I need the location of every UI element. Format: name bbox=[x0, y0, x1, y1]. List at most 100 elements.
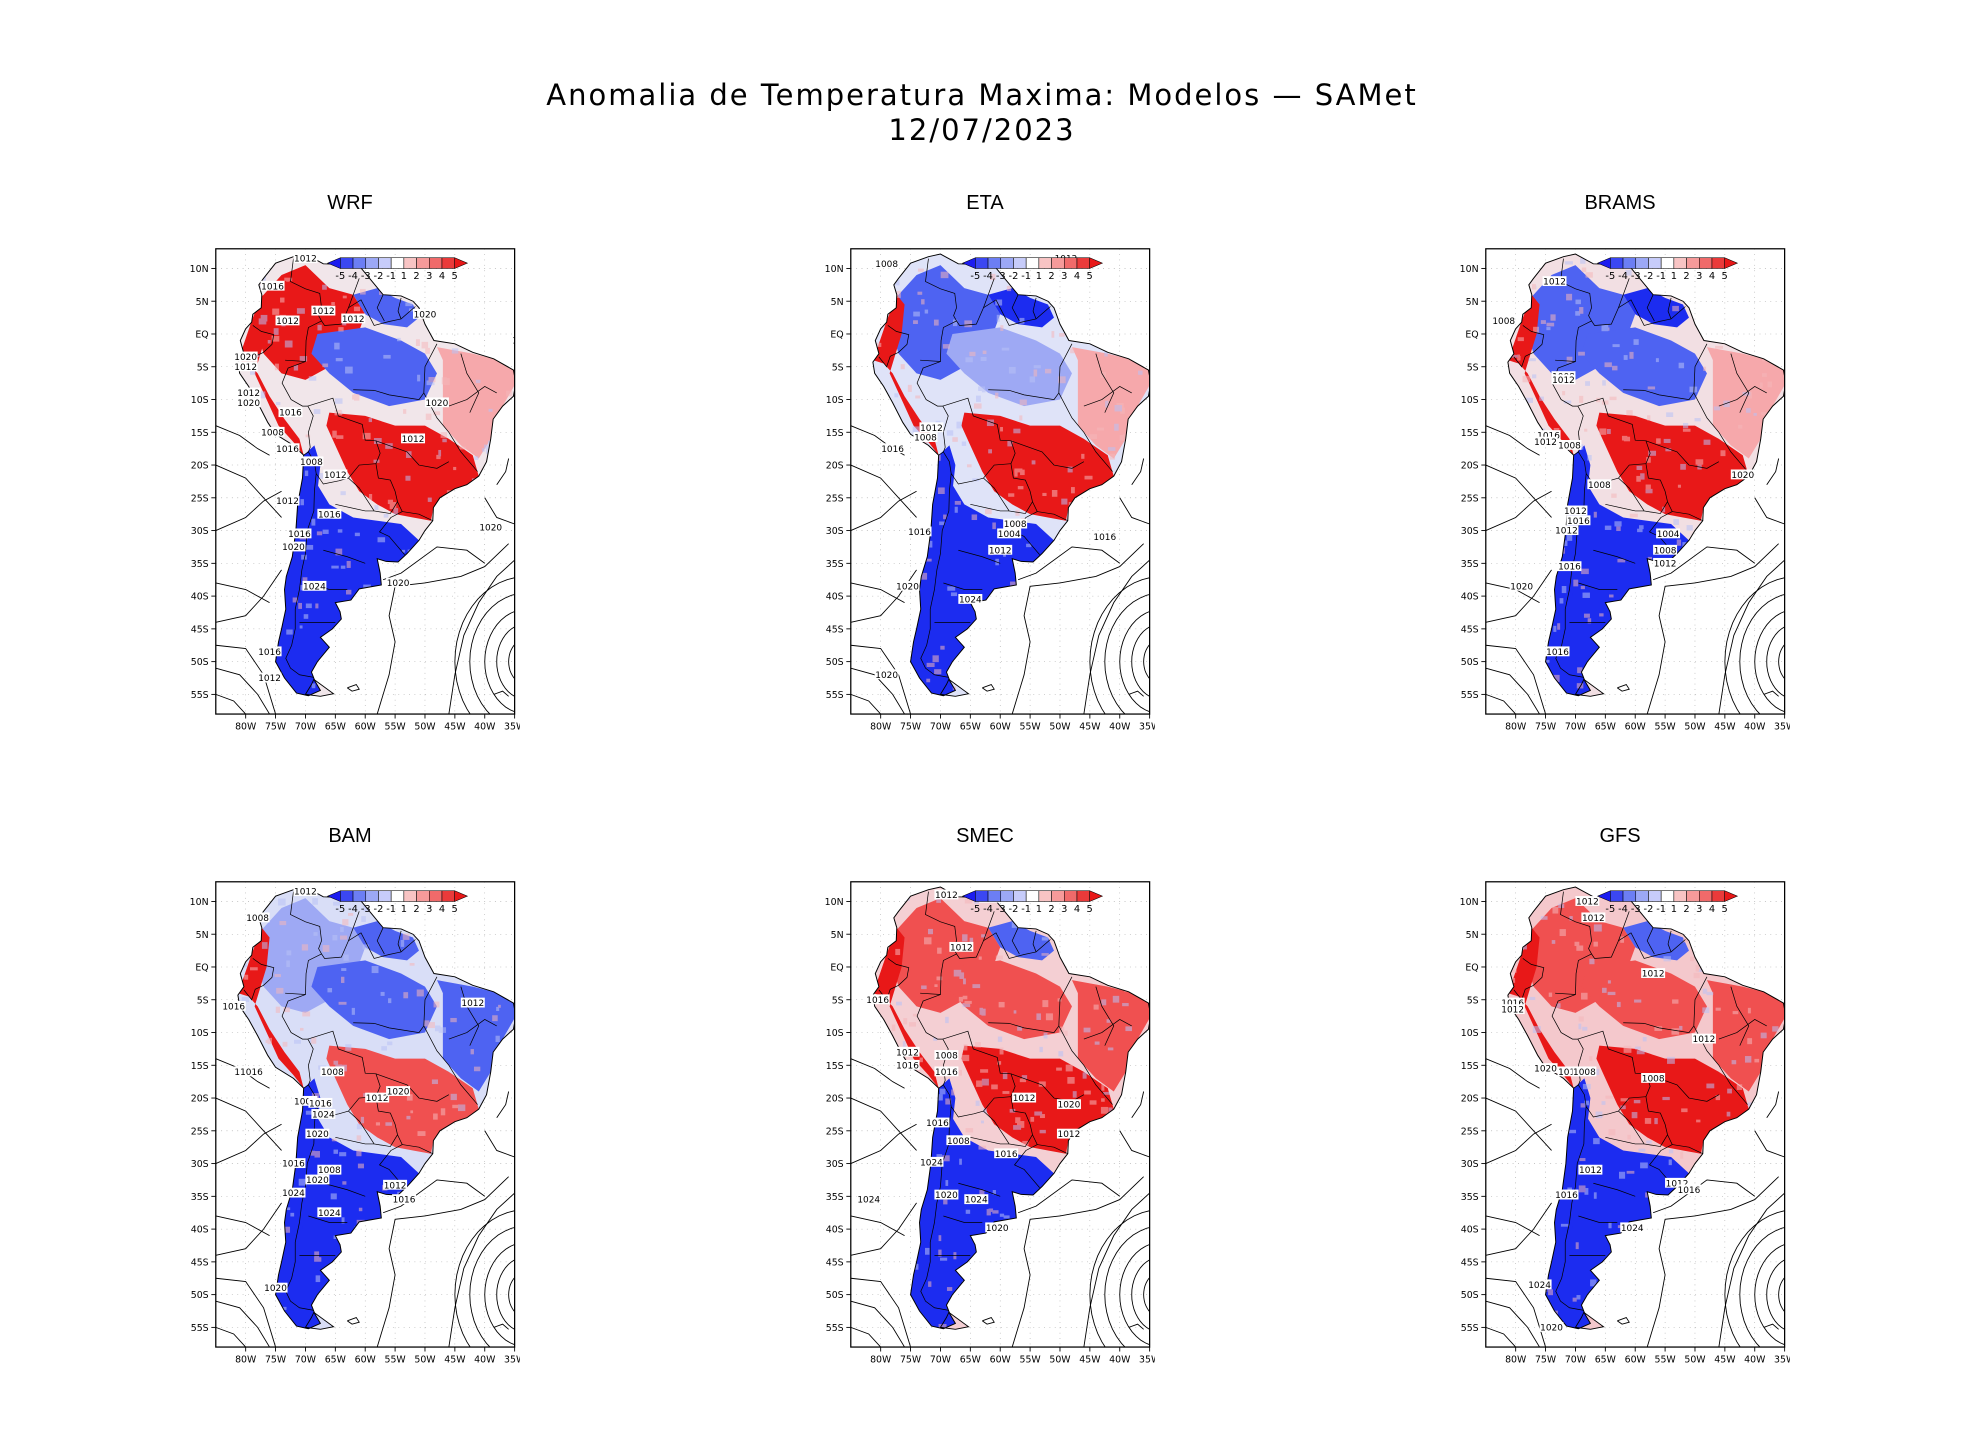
legend-swatch bbox=[1635, 890, 1649, 902]
isobar-label: 1016 bbox=[258, 648, 281, 658]
figure-date: 12/07/2023 bbox=[888, 113, 1076, 147]
anomaly-andes-north bbox=[872, 294, 939, 456]
lat-tick-label: 30S bbox=[826, 1159, 844, 1170]
legend-swatch bbox=[975, 890, 989, 902]
lat-tick-label: 25S bbox=[826, 493, 844, 504]
isobar-label: 1020 bbox=[479, 523, 502, 533]
legend-tick-label: -1 bbox=[1656, 904, 1666, 915]
isobar-label: 1024 bbox=[303, 582, 326, 592]
lat-tick-label: 45S bbox=[826, 1257, 844, 1268]
lat-tick-label: 10S bbox=[1461, 395, 1479, 406]
axes: 10N 5N EQ 5S 10S 15S 20S 25S 30S 35S 40S 45S 50S 55S 8… bbox=[190, 264, 520, 732]
anomaly-andes-north bbox=[1507, 927, 1574, 1089]
legend-tick-label: -1 bbox=[1021, 904, 1031, 915]
isobar-label: 1012 bbox=[384, 1181, 407, 1191]
legend-tick-label: 4 bbox=[1709, 904, 1715, 915]
legend-swatch bbox=[1686, 890, 1700, 902]
lat-tick-label: 50S bbox=[191, 1290, 209, 1301]
lon-tick-label: 55W bbox=[1654, 721, 1675, 732]
isobar-label: 1016 bbox=[926, 1119, 949, 1129]
lat-tick-label: 10S bbox=[1461, 1028, 1479, 1039]
legend-swatch bbox=[403, 890, 417, 902]
model-panel: BRAMS10121008100810121016101210081008101… bbox=[1450, 192, 1790, 752]
isobar-labels: 1012 1012 1012 1016 1012 1008 1016 1016 1012 1020… bbox=[856, 889, 1081, 1234]
axes: 10N 5N EQ 5S 10S 15S 20S 25S 30S 35S 40S 45S 50S 55S 8… bbox=[825, 897, 1155, 1365]
anomaly-map: 1012 1012 1012 1016 1012 1008 1016 1016 1012 1020… bbox=[825, 881, 1155, 1365]
lat-tick-label: EQ bbox=[1465, 330, 1478, 341]
axes: 10N 5N EQ 5S 10S 15S 20S 25S 30S 35S 40S 45S 50S 55S 8… bbox=[1460, 897, 1790, 1365]
legend-swatch bbox=[987, 890, 1002, 902]
lat-tick-label: 25S bbox=[191, 1126, 209, 1137]
lat-tick-label: 45S bbox=[1461, 624, 1479, 635]
lon-tick-label: 40W bbox=[1744, 721, 1765, 732]
lat-tick-label: 5S bbox=[197, 362, 209, 373]
legend-swatch bbox=[1635, 257, 1649, 269]
lat-tick-label: 10S bbox=[191, 395, 209, 406]
legend-tick-label: 2 bbox=[413, 271, 419, 282]
isobar-label: 1016 bbox=[935, 1068, 958, 1078]
legend-tick-label: -1 bbox=[1656, 271, 1666, 282]
isobar-label: 1012 bbox=[366, 1094, 389, 1104]
lat-tick-label: 55S bbox=[191, 1323, 209, 1334]
coastline bbox=[1507, 253, 1785, 697]
legend-tick-label: -1 bbox=[1021, 271, 1031, 282]
lat-tick-label: 10N bbox=[190, 897, 209, 908]
isobar-label: 1008 bbox=[1492, 317, 1515, 327]
lat-tick-label: 30S bbox=[826, 526, 844, 537]
lat-tick-label: 20S bbox=[1461, 1094, 1479, 1105]
lon-tick-label: 55W bbox=[384, 1354, 405, 1365]
anomaly-northeast bbox=[436, 347, 515, 459]
legend-swatch bbox=[1610, 890, 1624, 902]
isobar-label: 1008 bbox=[294, 1097, 317, 1107]
legend-tick-label: -4 bbox=[983, 904, 993, 915]
lat-tick-label: 5S bbox=[197, 995, 209, 1006]
legend-tick-label: -3 bbox=[1631, 904, 1641, 915]
lon-tick-label: 80W bbox=[235, 721, 256, 732]
lat-tick-label: 30S bbox=[191, 526, 209, 537]
lat-tick-label: 10N bbox=[190, 264, 209, 275]
lat-tick-label: 5S bbox=[832, 995, 844, 1006]
panel-title: SMEC bbox=[956, 825, 1014, 847]
coastline-tierra-del-fuego bbox=[1574, 1311, 1605, 1330]
isobar-label: 1012 bbox=[294, 888, 317, 898]
lat-tick-label: 20S bbox=[191, 1094, 209, 1105]
panel-title: BRAMS bbox=[1584, 192, 1656, 214]
isobar-label: 1012 bbox=[920, 424, 943, 434]
isobar-label: 1024 bbox=[318, 1209, 341, 1219]
lat-tick-label: 5N bbox=[196, 297, 209, 308]
isobar-label: 1020 bbox=[306, 1176, 329, 1186]
isobar-label: 1008 bbox=[1654, 546, 1677, 556]
lon-tick-label: 65W bbox=[1595, 1354, 1616, 1365]
legend-tick-label: 4 bbox=[1074, 904, 1080, 915]
isobar-label: 1016 bbox=[279, 409, 302, 419]
model-panel: ETA1008101210121008101610161004100810161… bbox=[815, 192, 1155, 752]
isobar-label: 1008 bbox=[261, 428, 284, 438]
isobar-label: 1012 bbox=[1534, 438, 1557, 448]
anomaly-map: 1008101210121008101610161004100810161012… bbox=[825, 248, 1155, 732]
lon-tick-label: 80W bbox=[1505, 721, 1526, 732]
lat-tick-label: 45S bbox=[191, 624, 209, 635]
isobar-label: 1024 bbox=[282, 1189, 305, 1199]
lat-tick-label: 55S bbox=[191, 690, 209, 701]
isobar-label: 1012 bbox=[1642, 970, 1665, 980]
isobar-label: 1024 bbox=[1621, 1224, 1644, 1234]
lat-tick-label: EQ bbox=[830, 330, 843, 341]
legend-swatch bbox=[352, 890, 367, 902]
legend-tick-label: -1 bbox=[386, 904, 396, 915]
lon-tick-label: 60W bbox=[990, 1354, 1011, 1365]
color-legend: -5 -4 -3 -2 -1 1 2 3 4 5 bbox=[961, 890, 1104, 915]
isobar-label: 1024 bbox=[920, 1158, 943, 1168]
legend-tick-label: 4 bbox=[1709, 271, 1715, 282]
legend-swatch bbox=[1025, 257, 1040, 269]
model-panel: GFS 1012 1012 1012 1016 1012 1012 1020 1016 1008 1… bbox=[1450, 825, 1790, 1385]
pressure-contours bbox=[1485, 425, 1785, 715]
lon-tick-label: 50W bbox=[414, 721, 435, 732]
legend-swatch bbox=[1660, 257, 1675, 269]
legend-swatch bbox=[1622, 890, 1637, 902]
lat-tick-label: 15S bbox=[826, 1061, 844, 1072]
isobar-label: 1020 bbox=[264, 1284, 287, 1294]
legend-tick-label: 3 bbox=[1696, 904, 1702, 915]
legend-tick-label: -4 bbox=[348, 271, 358, 282]
isobar-label: 1016 bbox=[1555, 1191, 1578, 1201]
isobar-label: 1008 bbox=[1573, 1068, 1596, 1078]
